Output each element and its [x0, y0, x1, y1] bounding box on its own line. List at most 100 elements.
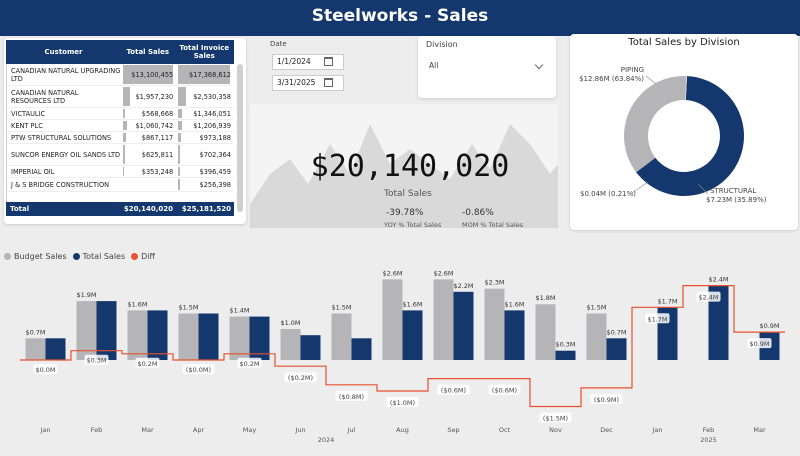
table-body: CANADIAN NATURAL UPGRADING LTD $13,100,45…: [6, 64, 234, 202]
budget-bar[interactable]: [382, 279, 403, 360]
total-sales-bar[interactable]: [300, 335, 321, 360]
diff-label-bg: [437, 384, 470, 395]
sales-value: $13,100,455: [131, 70, 174, 79]
budget-bar[interactable]: [535, 304, 556, 360]
total-invoice-value: $25,181,520: [181, 205, 231, 213]
budget-bar[interactable]: [178, 313, 199, 361]
total-sales-bar[interactable]: [606, 338, 627, 360]
end-date-input[interactable]: 3/31/2025: [272, 75, 344, 91]
diff-label-bg: [696, 291, 721, 302]
year-label: 2025: [700, 436, 717, 444]
donut-slice-other[interactable]: [685, 76, 687, 101]
column-header-customer[interactable]: Customer: [44, 48, 83, 56]
total-data-label: $1.7M: [657, 297, 677, 305]
legend-item-budget[interactable]: Budget Sales: [4, 252, 67, 261]
total-sales-bar[interactable]: [45, 338, 66, 360]
diff-label-bg: [539, 412, 572, 423]
diff-label-bg: [135, 357, 160, 368]
budget-bar[interactable]: [280, 329, 301, 360]
total-sales-bar[interactable]: [198, 313, 219, 361]
table-row[interactable]: CANADIAN NATURAL RESOURCES LTD $1,957,230…: [7, 86, 234, 108]
budget-bar[interactable]: [229, 316, 250, 360]
sales-data-bar: [122, 87, 130, 106]
x-tick-label: Jun: [294, 426, 305, 434]
diff-data-label: ($0.9M): [594, 396, 619, 404]
total-sales-bar[interactable]: [402, 310, 423, 360]
diff-label-bg: [747, 338, 772, 349]
budget-bar[interactable]: [586, 313, 607, 361]
customer-name: J & S BRIDGE CONSTRUCTION: [11, 180, 110, 189]
budget-data-label: $1.8M: [535, 294, 555, 302]
invoice-cell: $1,346,051: [176, 108, 234, 119]
total-sales-bar[interactable]: [351, 338, 372, 360]
budget-bar[interactable]: [25, 338, 46, 360]
sales-value: $867,117: [141, 133, 174, 142]
sales-cell: $625,811: [121, 144, 177, 165]
table-row[interactable]: SUNCOR ENERGY OIL SANDS LTD $625,811 $702,…: [7, 144, 234, 166]
diff-label-bg: [488, 384, 521, 395]
table-row[interactable]: CANADIAN NATURAL UPGRADING LTD $13,100,45…: [7, 64, 234, 86]
sales-data-bar: [122, 65, 173, 84]
total-sales-bar[interactable]: [708, 285, 729, 360]
sales-data-bar: [122, 145, 125, 164]
kpi-background-area: [250, 124, 558, 228]
diff-label-bg: [84, 354, 109, 365]
invoice-data-bar: [178, 145, 181, 164]
x-tick-label: Jul: [347, 426, 356, 434]
start-date-input[interactable]: 1/1/2024: [272, 54, 344, 70]
kpi-yoy-label: YOY % Total Sales: [384, 221, 442, 229]
diff-data-label: ($0.0M): [186, 366, 211, 374]
total-sales-bar[interactable]: [147, 310, 168, 360]
budget-bar[interactable]: [433, 279, 454, 360]
invoice-data-bar: [178, 87, 186, 106]
legend-item-diff[interactable]: Diff: [131, 252, 155, 261]
total-sales-bar[interactable]: [249, 316, 270, 360]
date-label: Date: [270, 40, 287, 48]
diff-label-bg: [386, 397, 419, 407]
total-data-label: $2.4M: [708, 276, 728, 284]
budget-data-label: $1.5M: [178, 304, 198, 312]
total-sales-bar[interactable]: [453, 291, 474, 360]
table-row[interactable]: PTW STRUCTURAL SOLUTIONS $867,117 $973,188: [7, 132, 234, 144]
calendar-icon[interactable]: [324, 57, 333, 66]
table-scrollbar[interactable]: [237, 64, 243, 212]
sales-value: $1,060,742: [135, 121, 174, 130]
diff-step-line[interactable]: [20, 284, 785, 408]
table-row[interactable]: VICTAULIC $568,668 $1,346,051: [7, 108, 234, 120]
diff-data-label: $0.2M: [137, 360, 157, 368]
total-data-label: $1.6M: [504, 300, 524, 308]
table-row[interactable]: IMPERIAL OIL $353,248 $396,459: [7, 166, 234, 178]
customer-name: CANADIAN NATURAL UPGRADING LTD: [11, 66, 121, 83]
diff-label-bg: [645, 313, 670, 324]
budget-data-label: $2.6M: [382, 269, 402, 277]
kpi-mom-label: MOM % Total Sales: [462, 221, 524, 229]
sales-value: $625,811: [141, 150, 174, 159]
budget-bar[interactable]: [76, 301, 97, 360]
diff-label-bg: [335, 390, 368, 401]
total-sales-bar[interactable]: [96, 301, 117, 360]
division-dropdown[interactable]: All: [426, 58, 550, 76]
legend-swatch: [4, 253, 11, 260]
total-sales-bar[interactable]: [555, 350, 576, 360]
legend-swatch: [72, 253, 80, 260]
diff-data-label: $1.7M: [647, 315, 667, 323]
monthly-sales-chart: Budget Sales Total Sales Diff $0.7M Jan $1…: [0, 248, 800, 456]
table-row[interactable]: J & S BRIDGE CONSTRUCTION $256,398: [7, 178, 234, 192]
total-sales-bar[interactable]: [504, 310, 525, 360]
invoice-cell: $256,398: [176, 178, 234, 191]
budget-bar[interactable]: [127, 310, 148, 360]
x-tick-label: Jan: [651, 426, 662, 434]
table-row[interactable]: KENT PLC $1,060,742 $1,206,939: [7, 120, 234, 132]
donut-slice-piping[interactable]: [636, 76, 744, 196]
calendar-icon[interactable]: [324, 78, 333, 87]
column-header-total-sales[interactable]: Total Sales: [126, 48, 170, 56]
column-header-total-invoice-sales[interactable]: Total Invoice Sales: [179, 44, 230, 60]
budget-bar[interactable]: [331, 313, 352, 361]
donut-slice-structural[interactable]: [624, 76, 687, 173]
donut-leader-line: [645, 75, 657, 85]
x-tick-label: Mar: [141, 426, 154, 434]
budget-bar[interactable]: [484, 288, 505, 360]
sales-data-bar: [122, 109, 125, 118]
year-label: 2024: [318, 436, 335, 444]
legend-item-total[interactable]: Total Sales: [72, 252, 125, 261]
